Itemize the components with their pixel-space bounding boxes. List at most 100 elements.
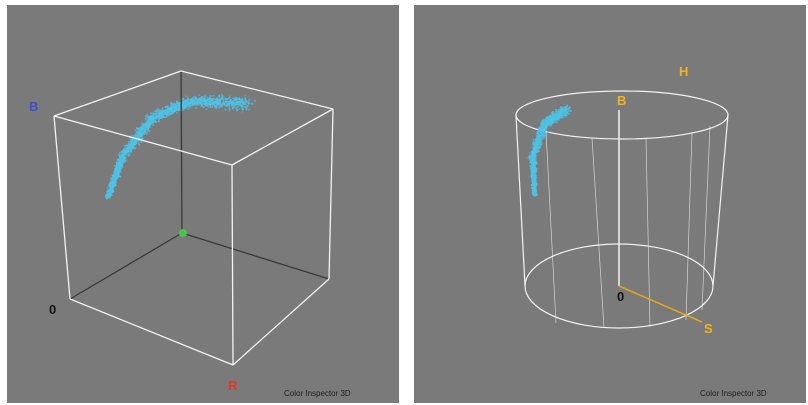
- cloud-dot: [105, 197, 107, 199]
- cloud-dot: [537, 134, 540, 137]
- cloud-dot: [216, 103, 219, 106]
- cloud-dot: [535, 150, 537, 153]
- cloud-dot: [540, 130, 542, 132]
- cloud-dot: [203, 100, 205, 103]
- cloud-dot: [201, 97, 203, 99]
- cloud-dot: [559, 113, 561, 116]
- cloud-dot: [118, 164, 120, 167]
- cloud-dot: [131, 148, 133, 151]
- cloud-dot: [130, 139, 132, 141]
- cloud-dot: [558, 117, 560, 120]
- cloud-dot: [160, 115, 162, 118]
- cloud-dot: [557, 113, 560, 116]
- cloud-dot: [109, 183, 111, 186]
- cloud-dot: [195, 102, 198, 105]
- cloud-dot: [556, 109, 558, 112]
- cloud-dot: [564, 106, 566, 108]
- cloud-dot: [241, 98, 243, 100]
- cloud-dot: [528, 155, 530, 157]
- cloud-dot: [178, 108, 181, 111]
- cloud-dot: [135, 132, 138, 134]
- cloud-dot: [538, 146, 541, 148]
- cloud-dot: [533, 165, 535, 167]
- cloud-dot: [124, 154, 126, 156]
- cloud-dot: [145, 121, 147, 123]
- cloud-dot: [144, 125, 146, 127]
- cloud-dot: [248, 108, 251, 111]
- cloud-dot: [559, 107, 562, 109]
- cloud-dot: [531, 166, 534, 168]
- cloud-dot: [236, 104, 239, 106]
- cloud-dot: [541, 119, 544, 122]
- cloud-dot: [156, 108, 159, 110]
- cube-edge-back-3: [180, 70, 183, 234]
- cloud-dot: [112, 191, 114, 193]
- cloud-dot: [556, 111, 559, 114]
- cloud-dot: [537, 127, 540, 130]
- cloud-dot: [568, 107, 571, 109]
- cloud-dot: [232, 101, 234, 104]
- cloud-dot: [179, 106, 181, 109]
- cloud-dot: [170, 110, 173, 113]
- cloud-dot: [542, 136, 544, 139]
- cloud-dot: [121, 166, 124, 168]
- cube-edge-4: [231, 164, 234, 366]
- cloud-dot: [110, 187, 112, 189]
- cloud-dot: [138, 136, 140, 138]
- cloud-dot: [130, 144, 133, 146]
- cloud-dot: [537, 137, 540, 139]
- rgb-cube-wireframe: [53, 70, 334, 366]
- cloud-dot: [124, 158, 127, 160]
- cloud-dot: [532, 151, 534, 154]
- cloud-dot: [196, 102, 199, 104]
- cloud-dot: [201, 96, 203, 98]
- cylinder-rib-4: [685, 131, 693, 321]
- cloud-dot: [134, 140, 136, 142]
- cloud-dot: [567, 110, 569, 112]
- cloud-dot: [108, 196, 111, 198]
- cloud-dot: [558, 115, 560, 118]
- cloud-dot: [230, 102, 232, 104]
- cloud-dot: [197, 104, 200, 106]
- cloud-dot: [542, 123, 544, 126]
- cloud-dot: [149, 120, 151, 122]
- cloud-dot: [112, 184, 114, 187]
- cloud-dot: [201, 100, 204, 103]
- cloud-dot: [105, 195, 107, 198]
- cloud-dot: [131, 139, 134, 141]
- cloud-dot: [247, 102, 250, 105]
- hsb-cylinder-view[interactable]: H B 0 S Color Inspector 3D: [414, 5, 806, 403]
- cloud-dot: [541, 134, 544, 136]
- cloud-dot: [194, 104, 196, 106]
- cloud-dot: [161, 109, 163, 112]
- cloud-dot: [118, 158, 121, 161]
- cloud-dot: [536, 132, 538, 135]
- cloud-dot: [117, 160, 120, 163]
- cloud-dot: [137, 142, 140, 144]
- cloud-dot: [117, 167, 120, 170]
- cloud-dot: [233, 99, 236, 101]
- cloud-dot: [166, 110, 169, 112]
- cloud-dot: [163, 113, 166, 115]
- cloud-dot: [121, 163, 123, 166]
- cloud-dot: [541, 132, 544, 135]
- cloud-dot: [217, 103, 220, 105]
- cloud-dot: [566, 107, 569, 109]
- cloud-dot: [533, 166, 536, 169]
- cloud-dot: [140, 132, 143, 134]
- cloud-dot: [534, 181, 536, 184]
- cloud-dot: [169, 109, 171, 112]
- cloud-dot: [209, 104, 211, 106]
- cloud-dot: [548, 120, 551, 123]
- cloud-dot: [540, 125, 542, 127]
- cloud-dot: [543, 129, 546, 132]
- cloud-dot: [242, 102, 244, 104]
- cloud-dot: [141, 128, 144, 131]
- cloud-dot: [116, 172, 118, 174]
- cloud-dot: [242, 100, 244, 102]
- cloud-dot: [133, 147, 135, 149]
- rgb-cube-view[interactable]: B 0 R Color Inspector 3D: [7, 5, 399, 403]
- cloud-dot: [159, 110, 161, 113]
- cloud-dot: [135, 142, 138, 144]
- cloud-dot: [246, 108, 248, 111]
